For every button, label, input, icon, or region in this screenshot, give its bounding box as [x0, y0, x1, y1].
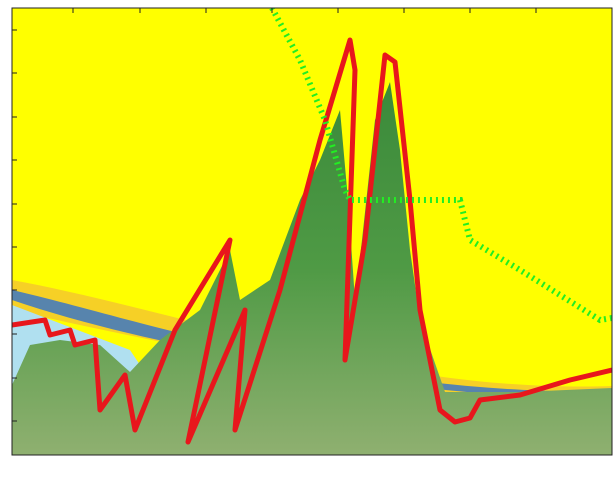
- page: [0, 0, 614, 481]
- plot-area: [12, 8, 612, 455]
- figure: [0, 0, 614, 481]
